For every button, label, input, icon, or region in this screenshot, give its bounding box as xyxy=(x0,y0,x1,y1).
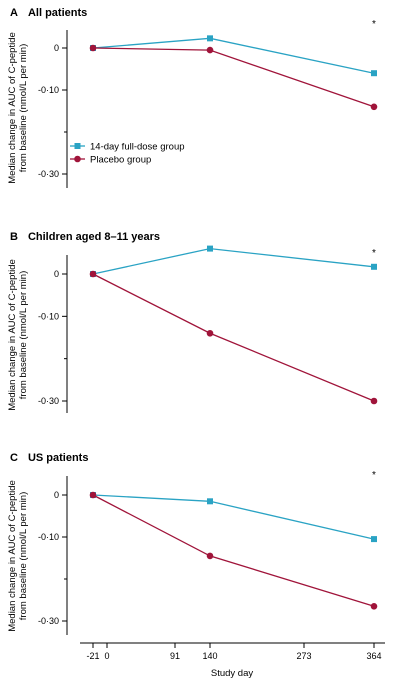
panel-subtitle: All patients xyxy=(28,7,87,19)
legend-marker-placebo xyxy=(74,155,81,163)
series-line-treatment xyxy=(92,37,375,74)
data-point-treatment xyxy=(371,70,377,77)
data-point-treatment xyxy=(371,536,377,543)
y-axis-label-line1: Median change in AUC of C-peptide xyxy=(7,32,18,184)
legend: 14-day full-dose group Placebo group xyxy=(70,142,185,166)
chart-panel-2: B Children aged 8–11 years 0 -0·10 -0·30 Medi… xyxy=(7,231,378,413)
data-point-placebo xyxy=(89,270,97,278)
data-point-treatment xyxy=(207,245,213,252)
y-tick-label: -0·30 xyxy=(38,396,59,406)
data-point-placebo xyxy=(89,491,97,499)
data-point-placebo xyxy=(370,103,378,111)
y-tick-label: -0·30 xyxy=(38,616,59,626)
panel-title: C US patients xyxy=(10,452,88,464)
panel-subtitle: Children aged 8–11 years xyxy=(28,231,160,243)
data-point-placebo xyxy=(206,46,214,54)
y-axis-label-line1: Median change in AUC of C-peptide xyxy=(7,480,18,632)
data-point-placebo xyxy=(206,329,214,337)
legend-label: 14-day full-dose group xyxy=(90,142,185,153)
panel-letter: B xyxy=(10,231,18,243)
series-line-treatment xyxy=(92,247,375,275)
x-tick-label: 364 xyxy=(366,651,381,661)
x-tick-label: 273 xyxy=(296,651,311,661)
significance-marker: * xyxy=(372,248,376,259)
data-point-treatment xyxy=(207,498,213,505)
x-axis-label: Study day xyxy=(211,668,253,679)
chart-panel-1: A All patients 0 -0·10 -0·30 Median change in… xyxy=(7,7,378,188)
y-axis-label-line1: Median change in AUC of C-peptide xyxy=(7,259,18,411)
panel-subtitle: US patients xyxy=(28,452,89,464)
series-line-placebo xyxy=(92,494,375,607)
panel-letter: A xyxy=(10,7,18,19)
y-tick-label: 0 xyxy=(54,43,59,53)
y-axis-label-line2: from baseline (nmol/L per min) xyxy=(18,271,29,399)
data-point-treatment xyxy=(371,263,377,270)
series-line-placebo xyxy=(92,47,375,108)
x-tick-label: 0 xyxy=(104,651,109,661)
panel-letter: C xyxy=(10,452,18,464)
legend-marker-treatment xyxy=(74,143,81,149)
y-tick-label: -0·30 xyxy=(38,169,59,179)
y-tick-label: -0·10 xyxy=(38,532,59,542)
y-axis-label-line2: from baseline (nmol/L per min) xyxy=(18,44,29,172)
data-point-placebo xyxy=(370,603,378,610)
y-tick-label: 0 xyxy=(54,490,59,500)
series-line-placebo xyxy=(92,273,375,402)
chart-panel-3: C US patients 0 -0·10 -0·30 Median change in … xyxy=(7,452,378,635)
legend-label: Placebo group xyxy=(90,155,151,166)
x-axis: -21 0 91 140 273 364 Study day xyxy=(80,642,385,679)
significance-marker: * xyxy=(372,19,376,30)
panel-title: B Children aged 8–11 years xyxy=(10,231,160,243)
y-axis-label-line2: from baseline (nmol/L per min) xyxy=(18,492,29,620)
x-tick-label: -21 xyxy=(86,651,99,661)
x-tick-label: 91 xyxy=(170,651,180,661)
x-tick-label: 140 xyxy=(202,651,217,661)
data-point-placebo xyxy=(370,397,378,405)
y-axis-label: Median change in AUC of C-peptidefrom ba… xyxy=(7,32,29,184)
data-point-treatment xyxy=(207,35,213,42)
y-tick-label: -0·10 xyxy=(38,85,59,95)
data-point-placebo xyxy=(89,44,97,52)
significance-marker: * xyxy=(372,470,376,481)
y-tick-label: -0·10 xyxy=(38,311,59,321)
panel-title: A All patients xyxy=(10,7,87,19)
y-tick-label: 0 xyxy=(54,269,59,279)
y-axis-label: Median change in AUC of C-peptidefrom ba… xyxy=(7,259,29,411)
data-point-placebo xyxy=(206,552,214,560)
y-axis-label: Median change in AUC of C-peptidefrom ba… xyxy=(7,480,29,632)
